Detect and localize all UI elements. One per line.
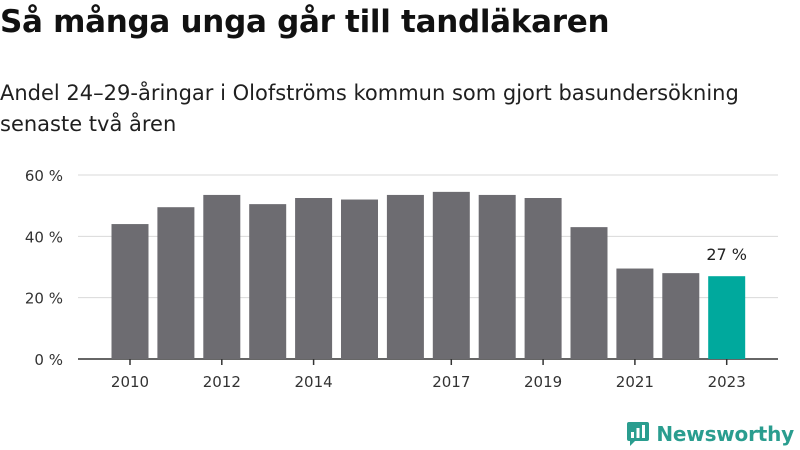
bar-2022 <box>662 273 700 359</box>
x-tick-label: 2017 <box>432 373 470 391</box>
newsworthy-logo-icon <box>627 422 650 446</box>
bar-2020 <box>570 227 608 359</box>
bar-2021 <box>616 268 654 359</box>
bar-2016 <box>386 194 424 359</box>
brand-logo: Newsworthy <box>626 420 794 448</box>
gridlines <box>78 174 778 365</box>
y-tick-label: 20 % <box>25 290 63 308</box>
bars <box>111 191 746 359</box>
bar-2019 <box>524 198 562 359</box>
chart-subtitle: Andel 24–29-åringar i Olofströms kommun … <box>0 81 739 136</box>
x-tick-label: 2014 <box>295 373 333 391</box>
bar-2018 <box>478 194 516 359</box>
bar-2010 <box>111 224 149 359</box>
x-tick-label: 2023 <box>708 373 746 391</box>
y-tick-label: 40 % <box>25 228 63 246</box>
x-tick-label: 2010 <box>111 373 149 391</box>
y-tick-label: 0 % <box>34 351 63 369</box>
bar-2023 <box>708 276 746 359</box>
data-label: 27 % <box>706 245 747 264</box>
x-tick-label: 2019 <box>524 373 562 391</box>
y-tick-label: 60 % <box>25 167 63 185</box>
bar-2014 <box>295 198 333 359</box>
bar-2011 <box>157 207 195 359</box>
labels: 0 % 20 % 40 % 60 % 2010 2012 2014 2017 2019 2021 2… <box>25 167 747 391</box>
bar-chart: 0 % 20 % 40 % 60 % 2010 2012 2014 2017 2019 2021 2… <box>25 167 778 391</box>
brand-name: Newsworthy <box>656 422 794 446</box>
bar-2017 <box>432 191 470 359</box>
x-tick-label: 2012 <box>203 373 241 391</box>
bar-2013 <box>249 204 287 359</box>
chart-title: Så många unga går till tandläkaren <box>0 4 610 40</box>
x-tick-label: 2021 <box>616 373 654 391</box>
bar-2012 <box>203 194 241 359</box>
bar-2015 <box>341 199 378 359</box>
